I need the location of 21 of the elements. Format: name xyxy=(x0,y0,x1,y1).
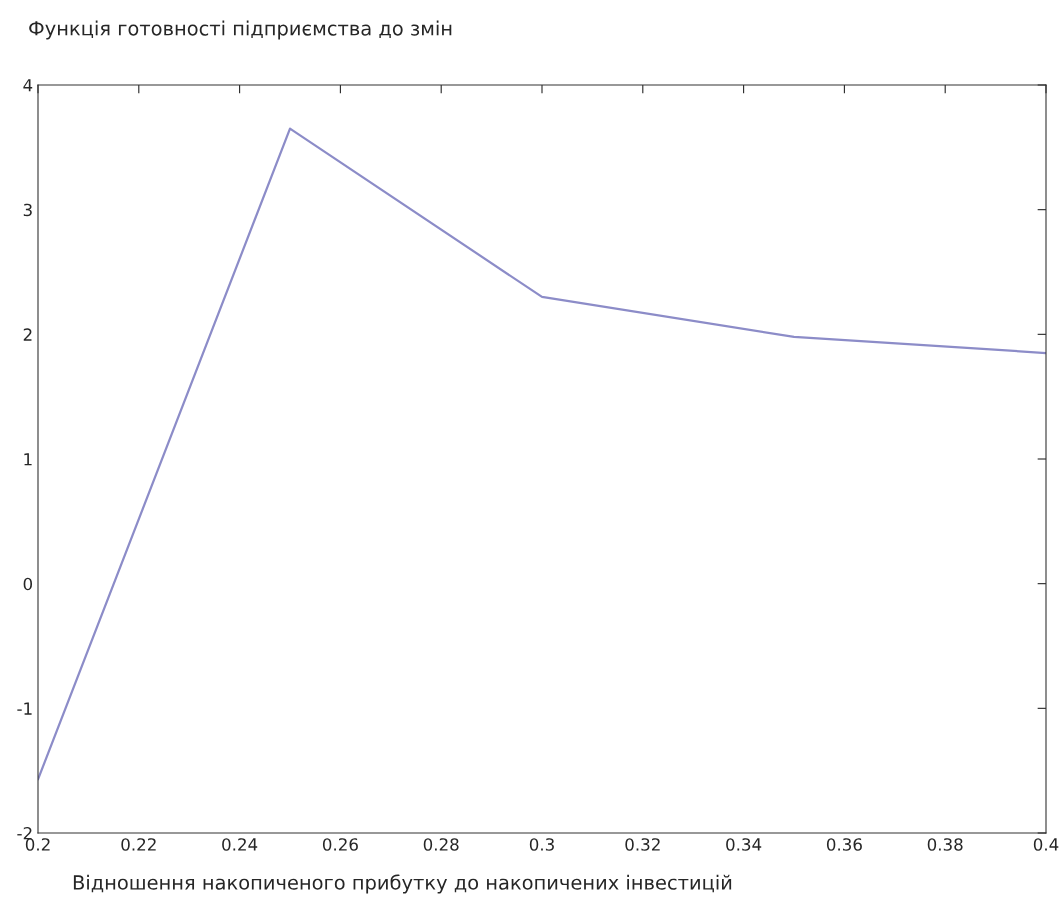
y-tick-label: 3 xyxy=(23,203,32,217)
x-tick-label: 0.34 xyxy=(726,838,762,851)
y-tick-label: 1 xyxy=(24,453,32,466)
y-tick-label: 2 xyxy=(23,328,32,341)
chart-title: Функція готовності підприємства до змін xyxy=(29,20,452,40)
x-axis-title: Відношення накопиченого прибутку до накопичених інвестицій xyxy=(73,874,732,894)
y-tick-label: 4 xyxy=(23,79,33,92)
y-tick-label: 0 xyxy=(23,577,33,591)
x-tick-label: 0.32 xyxy=(625,838,660,851)
x-tick-label: 0.3 xyxy=(529,838,554,851)
y-tick-label: -1 xyxy=(17,702,32,715)
x-tick-label: 0.4 xyxy=(1033,838,1059,851)
x-tick-label: 0.28 xyxy=(423,838,459,851)
x-tick-label: 0.36 xyxy=(826,838,862,851)
y-tick-label: -2 xyxy=(17,826,32,840)
x-tick-label: 0.24 xyxy=(222,838,258,851)
x-tick-label: 0.22 xyxy=(121,838,156,851)
x-tick-label: 0.26 xyxy=(322,838,358,851)
line-series xyxy=(38,127,1046,781)
x-tick-label: 0.2 xyxy=(25,838,50,851)
x-tick-label: 0.38 xyxy=(927,838,963,851)
